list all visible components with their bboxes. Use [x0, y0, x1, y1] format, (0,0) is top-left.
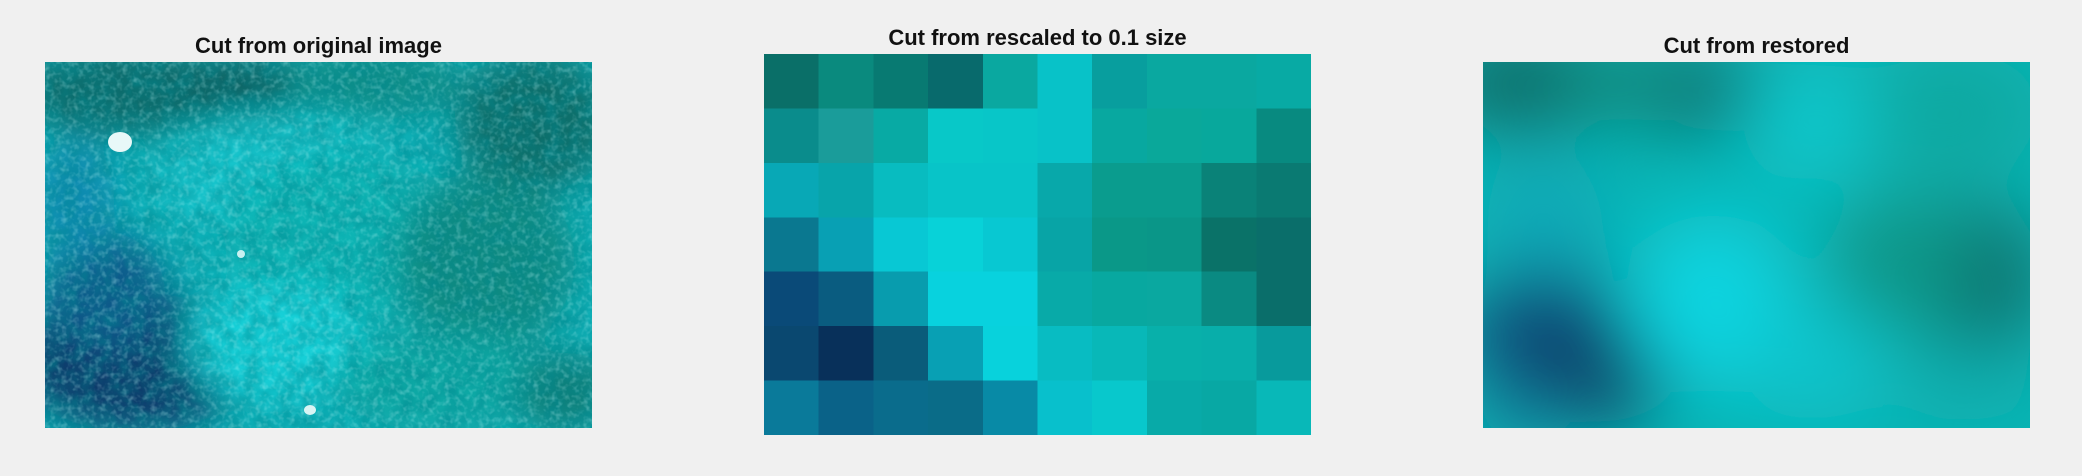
grid-pixel — [1201, 326, 1258, 382]
grid-pixel — [1146, 271, 1203, 328]
grid-pixel — [1201, 162, 1258, 219]
grid-pixel — [818, 380, 875, 435]
grid-pixel — [1092, 217, 1148, 273]
grid-pixel — [1037, 54, 1094, 110]
grid-pixel — [982, 108, 1039, 164]
grid-pixel — [1146, 217, 1203, 273]
grid-pixel — [1037, 217, 1094, 273]
original-image-canvas — [45, 62, 592, 428]
grid-pixel — [982, 54, 1039, 110]
grid-pixel — [1037, 271, 1094, 328]
grid-pixel — [982, 162, 1039, 219]
grid-pixel — [928, 54, 984, 110]
grid-pixel — [764, 380, 820, 435]
grid-pixel — [873, 380, 930, 435]
grid-pixel — [1146, 326, 1203, 382]
grid-pixel — [982, 217, 1039, 273]
grid-pixel — [818, 162, 875, 219]
grid-pixel — [1256, 271, 1311, 328]
grid-pixel — [1092, 162, 1148, 219]
grid-pixel — [1201, 108, 1258, 164]
grid-pixel — [1037, 326, 1094, 382]
grid-pixel — [1092, 54, 1148, 110]
grid-pixel — [818, 54, 875, 110]
grid-pixel — [1256, 380, 1311, 435]
restored-image-canvas — [1483, 62, 2030, 428]
grid-pixel — [1037, 162, 1094, 219]
grid-pixel — [873, 271, 930, 328]
grid-pixel — [928, 380, 984, 435]
grid-pixel — [982, 326, 1039, 382]
grid-pixel — [928, 108, 984, 164]
grid-pixel — [1037, 108, 1094, 164]
grid-pixel — [1201, 54, 1258, 110]
panel-title-rescaled: Cut from rescaled to 0.1 size — [888, 25, 1187, 50]
grid-pixel — [1201, 271, 1258, 328]
grid-pixel — [1146, 108, 1203, 164]
grid-pixel — [1146, 54, 1203, 110]
rescaled-image-cut — [764, 54, 1311, 435]
grid-pixel — [928, 162, 984, 219]
grid-pixel — [982, 380, 1039, 435]
grid-pixel — [982, 271, 1039, 328]
grid-pixel — [928, 326, 984, 382]
grid-pixel — [1201, 217, 1258, 273]
grid-pixel — [1256, 108, 1311, 164]
grid-pixel — [764, 217, 820, 273]
grid-pixel — [1092, 271, 1148, 328]
grid-pixel — [1092, 326, 1148, 382]
grid-pixel — [1256, 162, 1311, 219]
grid-pixel — [1256, 54, 1311, 110]
restored-image-cut — [1483, 62, 2030, 428]
original-image-cut — [45, 62, 592, 428]
grid-pixel — [1037, 380, 1094, 435]
grid-pixel — [764, 326, 820, 382]
grid-pixel — [1092, 108, 1148, 164]
grid-pixel — [1146, 380, 1203, 435]
rescaled-pixel-grid — [764, 54, 1311, 435]
grid-pixel — [818, 217, 875, 273]
grid-pixel — [764, 271, 820, 328]
grid-pixel — [873, 54, 930, 110]
grid-pixel — [764, 162, 820, 219]
grid-pixel — [1201, 380, 1258, 435]
grid-pixel — [818, 271, 875, 328]
panel-title-restored: Cut from restored — [1663, 33, 1850, 58]
grid-pixel — [873, 108, 930, 164]
grid-pixel — [818, 326, 875, 382]
grid-pixel — [764, 54, 820, 110]
grid-pixel — [1256, 217, 1311, 273]
grid-pixel — [928, 217, 984, 273]
grid-pixel — [928, 271, 984, 328]
grid-pixel — [764, 108, 820, 164]
grid-pixel — [1146, 162, 1203, 219]
grid-pixel — [873, 162, 930, 219]
grid-pixel — [1092, 380, 1148, 435]
grid-pixel — [873, 326, 930, 382]
grid-pixel — [873, 217, 930, 273]
grid-pixel — [818, 108, 875, 164]
panel-title-original: Cut from original image — [195, 33, 442, 58]
grid-pixel — [1256, 326, 1311, 382]
